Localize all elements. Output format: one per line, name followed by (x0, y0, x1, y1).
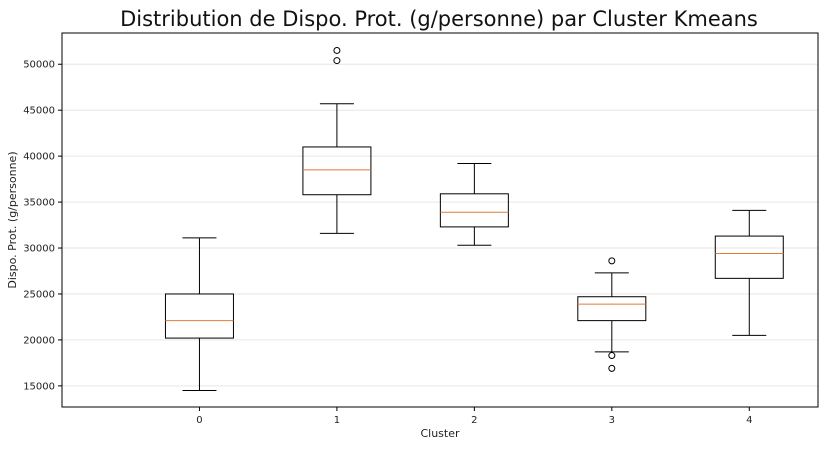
outlier-point (608, 364, 616, 372)
y-tick-label: 45000 (23, 106, 55, 117)
iqr-box (302, 146, 372, 196)
x-tick-label: 4 (746, 415, 752, 426)
ticks-layer: 15000 20000 25000 30000 35000 40000 45000 50000… (23, 60, 752, 426)
box-cluster-3 (577, 257, 647, 372)
box-cluster-0 (164, 237, 234, 391)
outlier-point (608, 257, 616, 265)
y-tick-label: 15000 (23, 381, 55, 392)
y-tick-label: 30000 (23, 244, 55, 255)
y-tick-label: 25000 (23, 289, 55, 300)
box-cluster-4 (714, 209, 784, 336)
box-cluster-2 (439, 162, 509, 246)
box-cluster-1 (302, 46, 372, 234)
iqr-box (714, 235, 784, 279)
y-axis-label: Dispo. Prot. (g/personne) (6, 151, 19, 288)
x-tick-label: 3 (609, 415, 615, 426)
x-axis-label: Cluster (420, 427, 460, 440)
y-tick-label: 40000 (23, 152, 55, 163)
x-tick-label: 2 (471, 415, 477, 426)
outlier-point (333, 57, 341, 65)
x-tick-label: 1 (334, 415, 340, 426)
x-tick-label: 0 (196, 415, 202, 426)
outlier-point (333, 46, 341, 54)
boxes-layer (164, 46, 784, 391)
y-tick-label: 20000 (23, 335, 55, 346)
iqr-box (439, 193, 509, 228)
iqr-box (577, 296, 647, 322)
y-tick-label: 35000 (23, 198, 55, 209)
outlier-point (608, 352, 616, 360)
chart-title: Distribution de Dispo. Prot. (g/personne… (120, 7, 758, 31)
iqr-box (164, 293, 234, 339)
plot-frame (61, 32, 819, 408)
y-tick-label: 50000 (23, 60, 55, 71)
